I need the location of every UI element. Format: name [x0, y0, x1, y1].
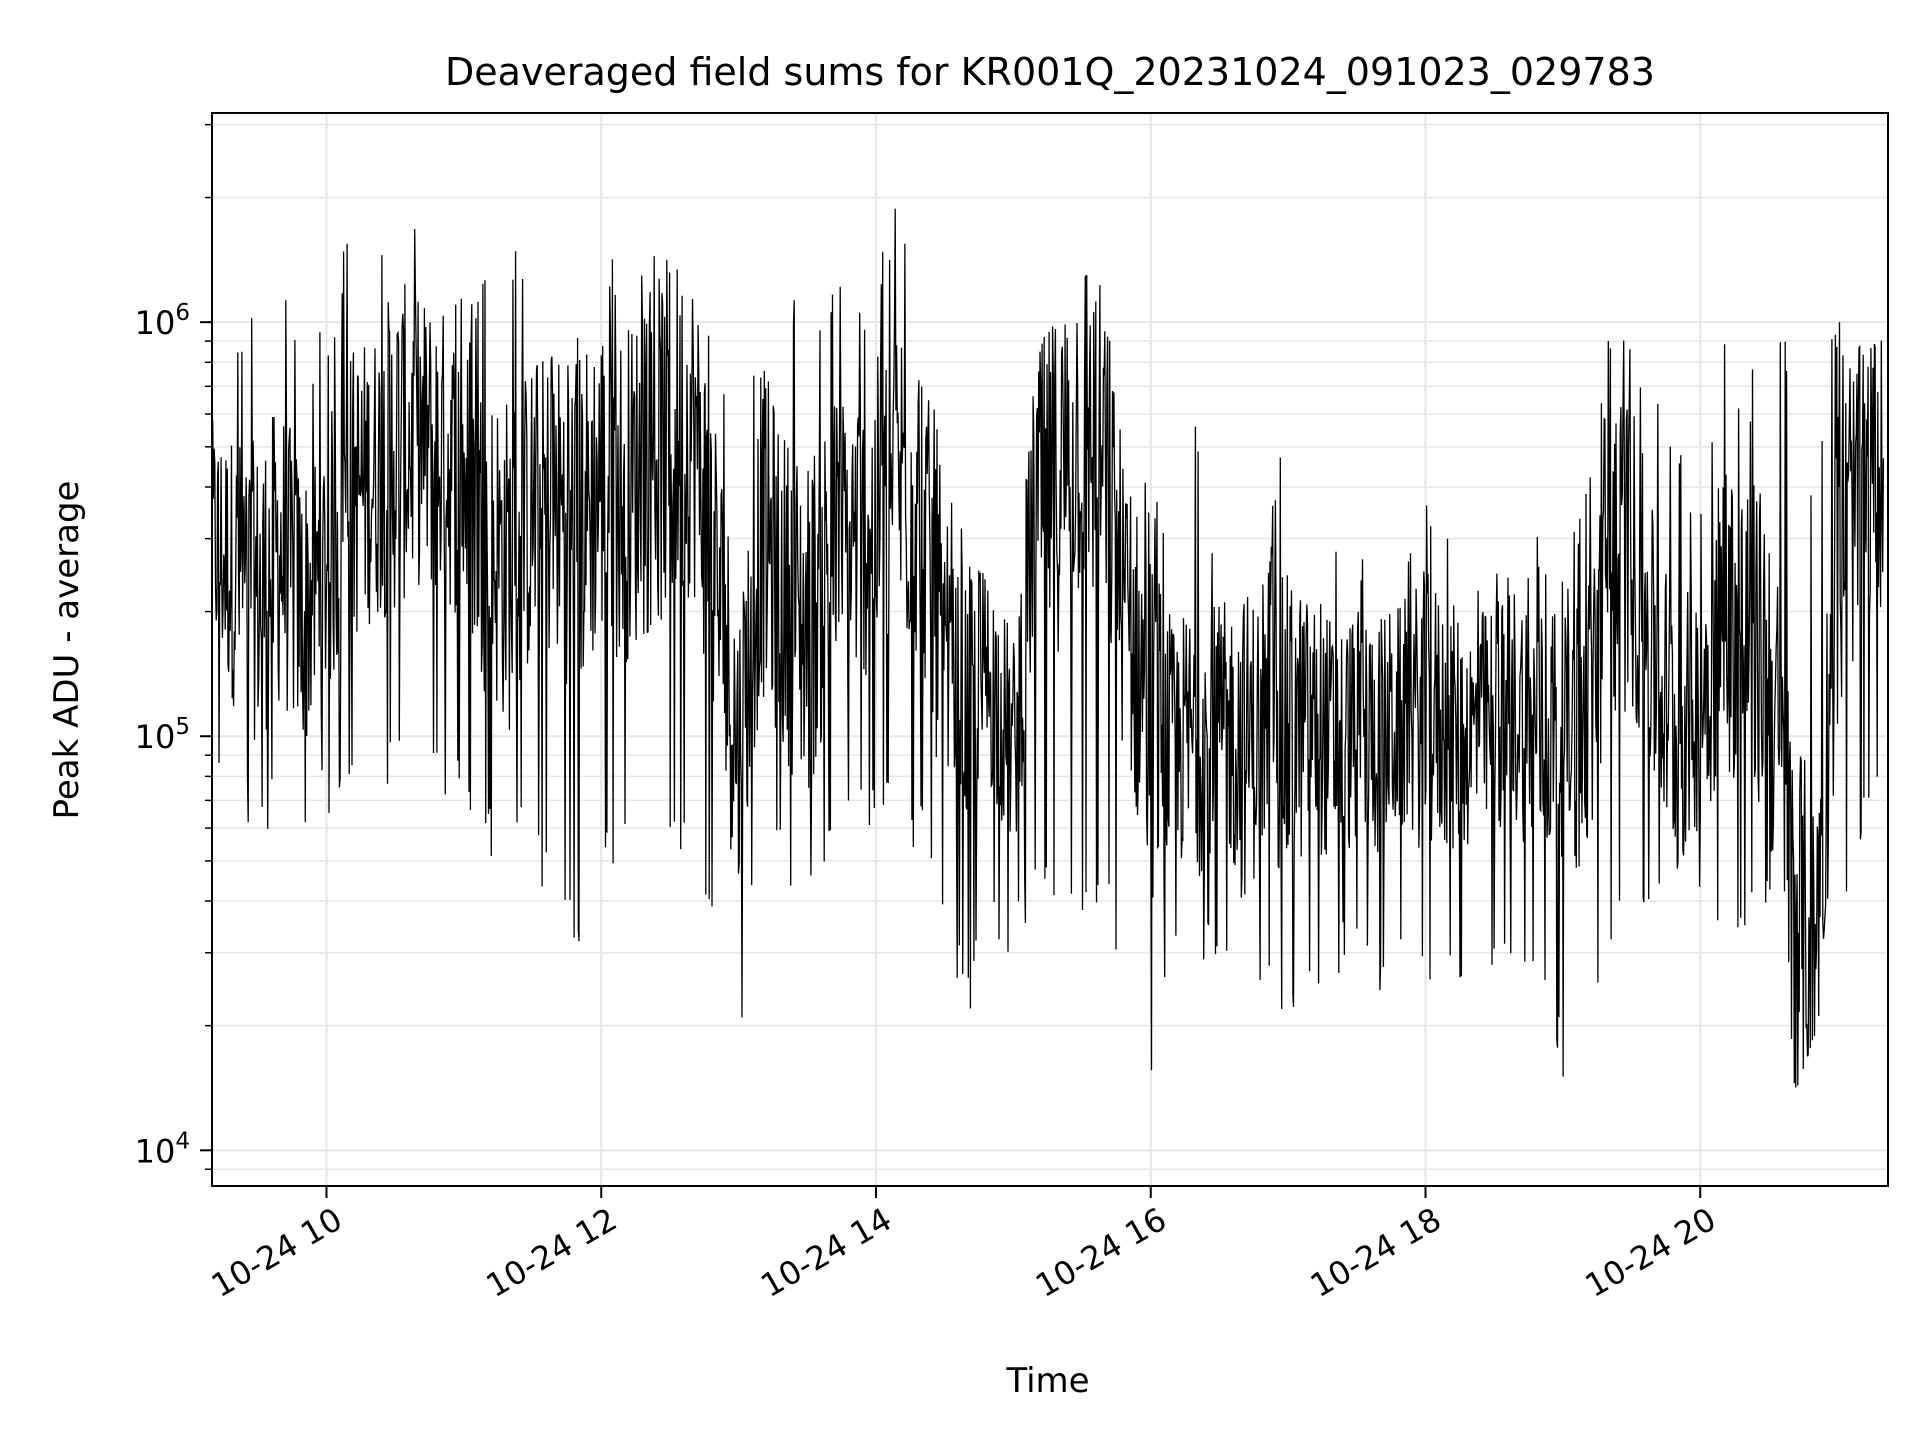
- series-line: [211, 208, 1885, 1088]
- y-tick-base: 10: [135, 1132, 176, 1170]
- plot-frame: [211, 112, 1889, 1187]
- y-tick-label: 105: [135, 714, 190, 756]
- y-tick-exponent: 5: [175, 714, 190, 740]
- y-tick-exponent: 6: [175, 300, 190, 326]
- y-axis-label: Peak ADU - average: [47, 481, 87, 820]
- y-tick-label: 104: [135, 1128, 190, 1170]
- chart-title: Deaveraged field sums for KR001Q_2023102…: [445, 50, 1655, 94]
- x-axis-label: Time: [1005, 1361, 1089, 1401]
- y-tick-base: 10: [135, 304, 176, 342]
- data-series: [211, 208, 1885, 1088]
- y-tick-label: 106: [135, 300, 190, 342]
- y-tick-base: 10: [135, 718, 176, 756]
- y-tick-exponent: 4: [175, 1128, 190, 1154]
